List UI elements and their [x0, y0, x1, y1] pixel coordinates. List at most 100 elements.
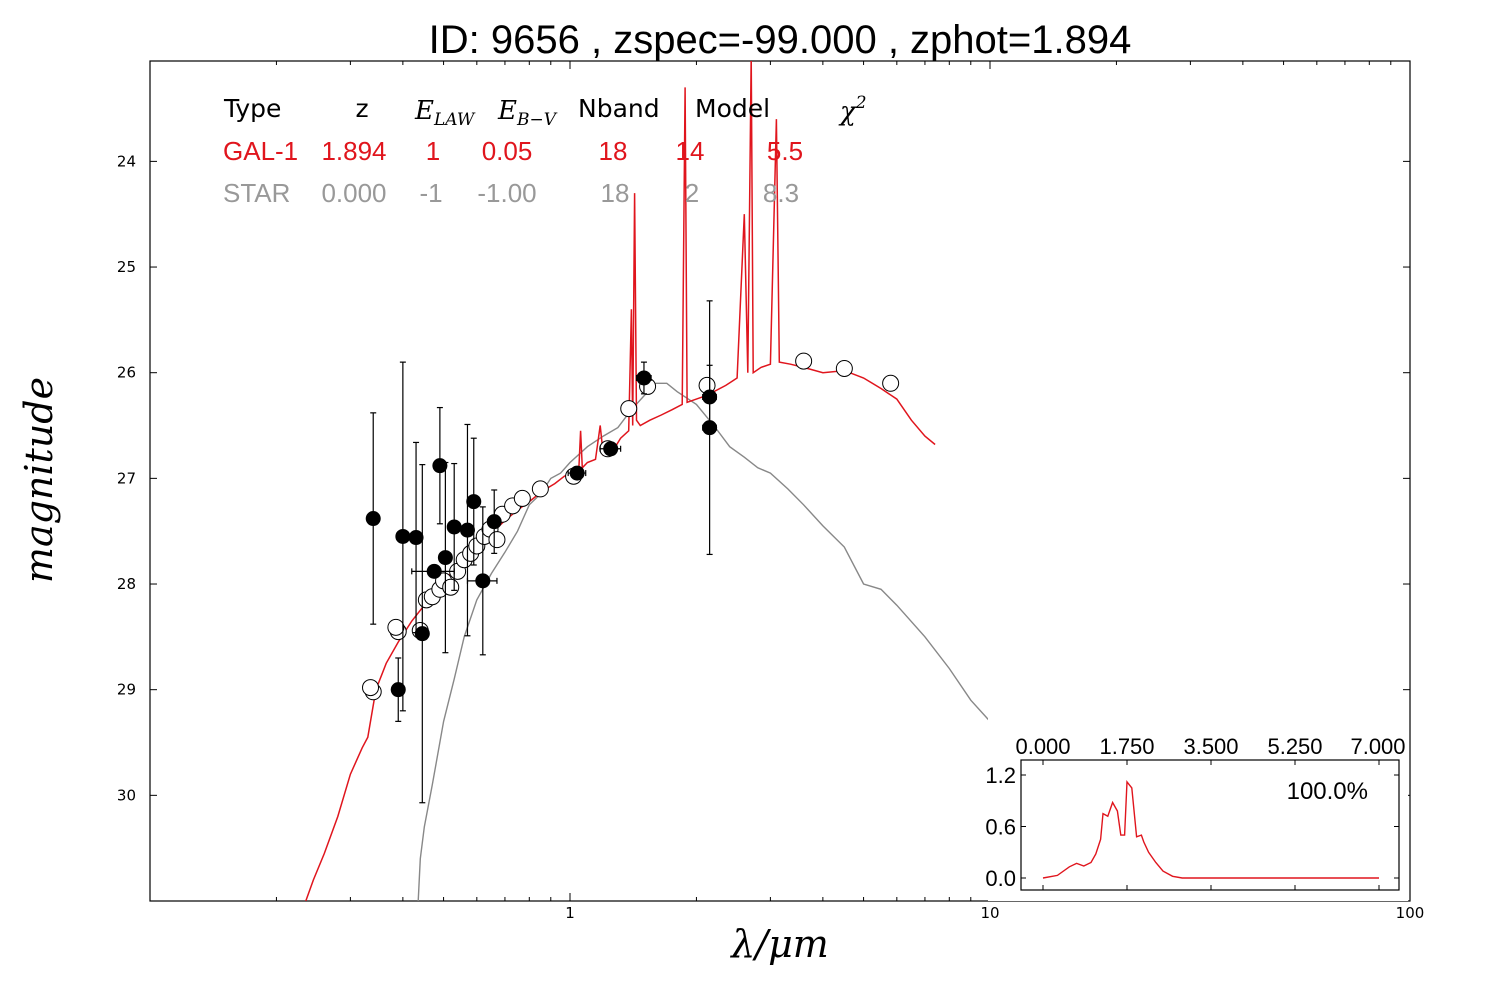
inset-pdz-curve — [1042, 780, 1379, 879]
main-sed-curves — [305, 61, 991, 901]
observed-marker — [466, 494, 482, 510]
header-chi2-main: χ — [838, 97, 858, 127]
main-axis-ticks: 24 25 26 27 28 29 30 1 10 100 — [117, 61, 1424, 922]
y-tick-label: 24 — [117, 152, 136, 170]
row-type: STAR — [223, 178, 290, 208]
header-elaw-main: E — [414, 96, 434, 126]
observed-marker — [408, 530, 424, 546]
header-elaw-sub: LAW — [433, 110, 476, 130]
row-elaw: -1 — [419, 178, 442, 208]
inset-x-tick-label: 0.000 — [1015, 734, 1070, 759]
header-z: z — [355, 94, 368, 123]
row-chi2: 5.5 — [767, 136, 803, 166]
y-tick-label: 30 — [117, 786, 136, 804]
header-model: Model — [695, 94, 770, 123]
observed-marker — [395, 528, 411, 544]
model-magnitude-point — [835, 359, 853, 377]
inset-frame — [1020, 759, 1400, 891]
inset-pdz-line — [1042, 780, 1379, 879]
x-tick-label: 10 — [980, 904, 999, 922]
header-ebv-sub: B−V — [516, 110, 558, 130]
figure-title: ID: 9656 , zspec=-99.000 , zphot=1.894 — [429, 18, 1132, 62]
model-magnitude-point — [513, 489, 531, 507]
model-magnitude-point — [882, 374, 900, 392]
inset-x-tick-label: 5.250 — [1267, 734, 1322, 759]
header-chi2: χ2 — [838, 93, 867, 127]
inset-x-tick-label: 3.500 — [1183, 734, 1238, 759]
observed-point — [702, 300, 718, 556]
inset-background — [988, 718, 1408, 901]
observed-marker — [702, 420, 718, 436]
row-elaw: 1 — [426, 136, 440, 166]
observed-point — [414, 464, 430, 804]
header-chi2-sup: 2 — [855, 93, 867, 113]
y-tick-label: 28 — [117, 575, 136, 593]
observed-point — [567, 465, 587, 481]
observed-point — [446, 462, 462, 591]
header-ebv: EB−V — [497, 96, 558, 130]
observed-point — [437, 461, 453, 654]
observed-point — [599, 441, 622, 457]
observed-point — [466, 506, 498, 656]
observed-marker — [569, 465, 585, 481]
model-magnitude-point — [387, 618, 405, 636]
observed-point — [365, 412, 381, 625]
observed-marker — [414, 626, 430, 642]
observed-point — [459, 423, 475, 637]
row-model: 2 — [685, 178, 699, 208]
row-nband: 18 — [599, 136, 628, 166]
header-type: Type — [223, 94, 281, 123]
header-elaw: ELAW — [414, 96, 476, 130]
inset-y-tick-label: 0.6 — [985, 815, 1016, 840]
row-z: 1.894 — [321, 136, 386, 166]
observed-marker — [475, 573, 491, 589]
row-z: 0.000 — [321, 178, 386, 208]
observed-marker — [426, 563, 442, 579]
observed-point — [635, 361, 652, 395]
observed-marker — [390, 682, 406, 698]
x-axis-label: λ/μm — [729, 922, 829, 966]
observed-point — [408, 441, 424, 634]
y-tick-label: 26 — [117, 364, 136, 382]
observed-point — [432, 406, 448, 525]
header-ebv-main: E — [497, 96, 517, 126]
star-sed-line — [417, 382, 991, 901]
observed-point — [390, 657, 406, 722]
fit-table: Type z ELAW EB−V Nband Model χ2 GAL-1 1.… — [223, 93, 867, 208]
observed-point — [486, 489, 502, 554]
observed-marker — [636, 370, 652, 386]
observed-marker — [459, 522, 475, 538]
observed-point — [466, 437, 482, 566]
inset-y-tick-label: 0.0 — [985, 866, 1016, 891]
y-tick-label: 27 — [117, 469, 136, 487]
row-ebv: 0.05 — [482, 136, 533, 166]
row-model: 14 — [676, 136, 705, 166]
model-magnitude-point — [488, 531, 506, 549]
table-row: GAL-1 1.894 1 0.05 18 14 5.5 — [223, 136, 803, 166]
observed-marker — [365, 511, 381, 527]
table-row: STAR 0.000 -1 -1.00 18 2 8.3 — [223, 178, 799, 208]
observed-marker — [446, 519, 462, 535]
model-magnitude-point — [531, 480, 549, 498]
observed-point — [395, 361, 411, 712]
x-tick-label: 100 — [1396, 904, 1425, 922]
y-tick-label: 25 — [117, 258, 136, 276]
y-axis-label: magnitude — [17, 377, 61, 583]
row-ebv: -1.00 — [477, 178, 536, 208]
x-tick-label: 1 — [565, 904, 575, 922]
observed-marker — [486, 514, 502, 530]
inset-axis-ticks: 0.0 0.6 1.2 0.000 1.750 3.500 5.250 7.000 — [985, 734, 1405, 891]
row-chi2: 8.3 — [763, 178, 799, 208]
row-type: GAL-1 — [223, 136, 298, 166]
model-magnitude-point — [795, 352, 813, 370]
row-nband: 18 — [601, 178, 630, 208]
observed-marker — [603, 441, 619, 457]
header-nband: Nband — [578, 94, 660, 123]
y-tick-label: 29 — [117, 681, 136, 699]
main-plot-frame — [149, 60, 1411, 902]
model-magnitude-point — [620, 400, 638, 418]
inset-y-tick-label: 1.2 — [985, 763, 1016, 788]
inset-x-tick-label: 1.750 — [1099, 734, 1154, 759]
main-photometry-points — [362, 300, 900, 804]
